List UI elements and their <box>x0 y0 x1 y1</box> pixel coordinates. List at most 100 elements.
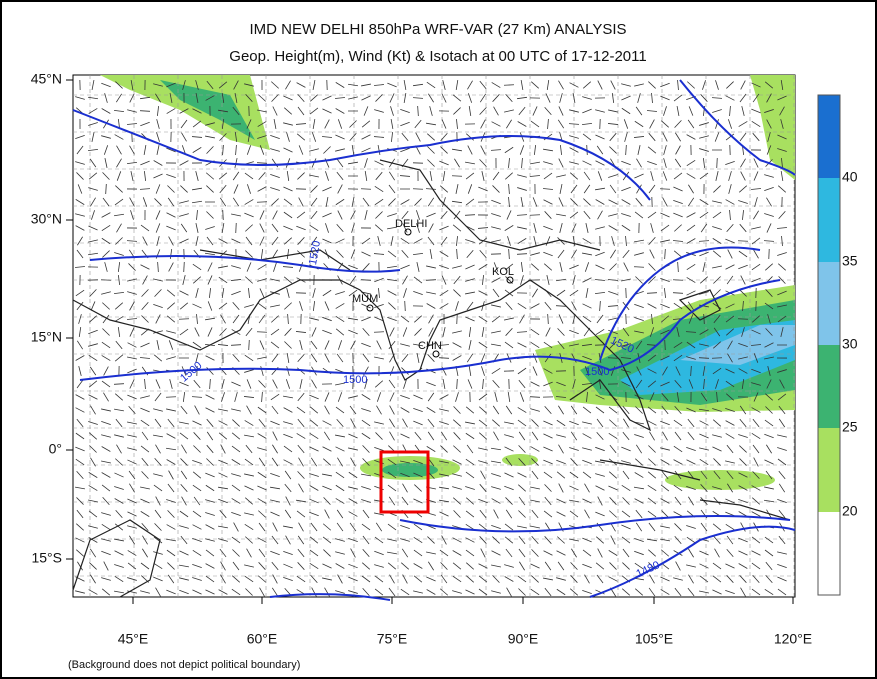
wind-barb <box>335 328 345 336</box>
wind-barb <box>257 356 267 360</box>
wind-barb <box>583 184 591 194</box>
wind-barb <box>88 499 98 503</box>
wind-barb <box>608 471 618 479</box>
wind-barb <box>517 342 527 348</box>
wind-barb <box>492 536 500 544</box>
wind-barb <box>516 214 528 216</box>
wind-barb <box>558 314 564 324</box>
wind-barb <box>558 405 564 415</box>
wind-barb <box>167 197 175 207</box>
wind-barb <box>296 211 306 219</box>
wind-barb <box>336 522 344 532</box>
wind-barb <box>504 421 514 425</box>
wind-barb <box>325 197 329 207</box>
wind-barb <box>648 445 656 453</box>
wind-barb <box>481 171 485 181</box>
wind-barb <box>309 511 319 517</box>
wind-barb <box>377 236 381 246</box>
wind-barb <box>386 278 398 282</box>
wind-barb <box>504 472 514 478</box>
wind-barb <box>635 340 643 350</box>
wind-barb <box>621 536 631 544</box>
contour <box>89 255 401 273</box>
wind-barb <box>259 340 265 350</box>
wind-barb <box>218 172 228 180</box>
wind-barb <box>633 136 645 138</box>
wind-barb <box>597 210 603 220</box>
wind-barb <box>309 485 319 491</box>
wind-barb <box>374 446 384 452</box>
wind-barb <box>270 486 280 490</box>
wind-barb <box>622 431 630 441</box>
wind-barb <box>452 575 462 583</box>
wind-barb <box>725 315 735 323</box>
wind-barb <box>232 301 240 311</box>
wind-barb <box>244 485 254 491</box>
lon-label: 75°E <box>377 631 408 647</box>
wind-barb <box>75 432 85 440</box>
wind-barb <box>742 209 744 221</box>
wind-barb <box>584 366 590 376</box>
wind-barb <box>335 238 345 244</box>
wind-barb <box>491 199 501 205</box>
wind-barb <box>518 445 526 453</box>
wind-barb <box>648 276 656 284</box>
wind-barb <box>753 392 759 402</box>
wind-barb <box>725 199 735 205</box>
wind-barb <box>610 535 616 545</box>
wind-barb <box>142 535 148 545</box>
wind-barb <box>337 184 343 194</box>
wind-barb <box>648 237 656 245</box>
wind-barb <box>556 498 566 504</box>
wind-barb <box>244 354 254 362</box>
wind-barb <box>270 278 280 282</box>
wind-barb <box>361 303 371 309</box>
wind-barb <box>322 329 332 335</box>
wind-barb <box>116 171 122 181</box>
wind-barb <box>452 486 462 490</box>
wind-barb <box>127 447 137 451</box>
wind-barb <box>635 406 643 414</box>
wind-barb <box>595 264 605 270</box>
wind-barb <box>246 119 252 129</box>
wind-barb <box>140 486 150 490</box>
wind-barb <box>453 289 461 297</box>
wind-barb <box>129 327 135 337</box>
wind-barb <box>179 302 189 310</box>
wind-barb <box>101 135 111 139</box>
wind-barb <box>661 120 669 128</box>
wind-barb <box>258 418 266 428</box>
wind-barb <box>480 119 486 129</box>
wind-barb <box>556 213 566 217</box>
wind-barb <box>126 240 138 242</box>
wind-barb <box>230 279 242 281</box>
wind-barb <box>467 80 473 90</box>
wind-barb <box>609 146 617 154</box>
wind-barb <box>361 394 371 400</box>
wind-barb <box>543 550 553 556</box>
wind-barb <box>141 301 149 311</box>
wind-barb <box>492 419 500 427</box>
wind-barb <box>714 548 720 558</box>
wind-barb <box>571 249 577 259</box>
wind-barb <box>374 380 384 388</box>
wind-barb <box>350 249 356 259</box>
wind-barb <box>322 420 332 426</box>
wind-barb <box>468 365 472 377</box>
wind-barb <box>310 185 318 193</box>
wind-barb <box>677 79 679 91</box>
wind-barb <box>532 353 538 363</box>
coast <box>678 289 721 321</box>
wind-barb <box>221 92 225 104</box>
wind-barb <box>377 145 381 155</box>
wind-barb <box>530 263 540 271</box>
wind-barb <box>129 379 135 389</box>
wind-barb <box>728 184 732 194</box>
wind-barb <box>387 538 397 542</box>
wind-barb <box>218 538 228 542</box>
wind-barb <box>725 393 735 401</box>
wind-barb <box>452 550 462 556</box>
wind-barb <box>388 379 396 389</box>
wind-barb <box>167 562 175 570</box>
wind-barb <box>585 223 589 233</box>
